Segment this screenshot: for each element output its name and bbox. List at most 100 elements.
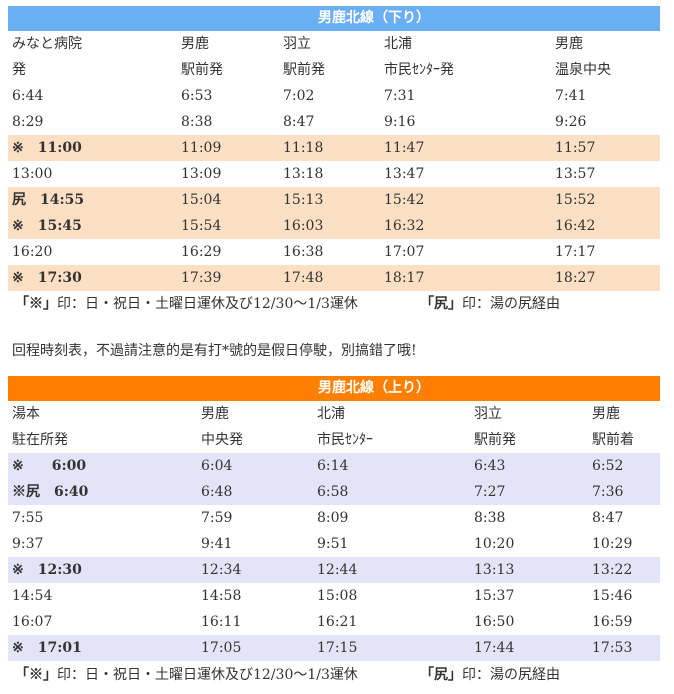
- departure-time-cell: 16:20: [12, 244, 53, 260]
- table-row: ※ 17:30 17:39 17:48 18:17 18:27: [8, 265, 660, 291]
- column-header: 男鹿: [555, 36, 583, 52]
- table-row: ※ 6:00 6:04 6:14 6:43 6:52: [8, 453, 660, 479]
- down-legend: 「※」印：日・祝日・土曜日運休及び12/30～1/3運休: [15, 293, 358, 313]
- column-header: 湯本: [12, 406, 40, 422]
- time-cell: 8:47: [283, 114, 315, 130]
- time-cell: 8:47: [592, 510, 624, 526]
- column-header: 中央発: [201, 432, 243, 448]
- table-row: 16:07 16:11 16:21 16:50 16:59: [8, 609, 660, 635]
- departure-time-cell: 8:29: [12, 114, 44, 130]
- column-header: 発: [12, 62, 26, 78]
- time-cell: 14:58: [201, 588, 242, 604]
- time-cell: 16:29: [181, 244, 222, 260]
- departure-time-cell: ※ 6:00: [12, 458, 87, 474]
- up-title: 男鹿北線（上り）: [318, 380, 430, 396]
- column-header: 男鹿: [592, 406, 620, 422]
- time-cell: 16:32: [384, 218, 425, 234]
- time-cell: 6:04: [201, 458, 233, 474]
- time-cell: 6:48: [201, 484, 233, 500]
- time-cell: 17:17: [555, 244, 596, 260]
- column-header: 駐在所発: [12, 432, 68, 448]
- table-row: ※ 12:30 12:34 12:44 13:13 13:22: [8, 557, 660, 583]
- departure-time-cell: 13:00: [12, 166, 53, 182]
- time-cell: 7:31: [384, 88, 416, 104]
- time-cell: 7:27: [474, 484, 506, 500]
- up-header-row-2: 駐在所発 中央発 市民ｾﾝﾀｰ 駅前発 駅前着: [8, 427, 660, 453]
- time-cell: 11:09: [181, 140, 222, 156]
- column-header: 駅前着: [592, 432, 634, 448]
- time-cell: 17:15: [317, 640, 358, 656]
- time-cell: 13:57: [555, 166, 596, 182]
- time-cell: 11:47: [384, 140, 425, 156]
- time-cell: 16:21: [317, 614, 358, 630]
- time-cell: 16:42: [555, 218, 596, 234]
- time-cell: 8:38: [181, 114, 213, 130]
- column-header: 駅前発: [181, 62, 223, 78]
- time-cell: 6:14: [317, 458, 349, 474]
- table-row: ※ 17:01 17:05 17:15 17:44 17:53: [8, 635, 660, 661]
- up-rows: ※ 6:00 6:04 6:14 6:43 6:52 ※尻 6:40 6:48 6:58 7:2…: [8, 453, 660, 661]
- time-cell: 17:05: [201, 640, 242, 656]
- time-cell: 6:58: [317, 484, 349, 500]
- legend-mark: 「※」: [15, 296, 57, 312]
- time-cell: 15:08: [317, 588, 358, 604]
- time-cell: 9:41: [201, 536, 233, 552]
- up-legend-2: 「尻」印：湯の尻経由: [420, 664, 560, 684]
- column-header: 羽立: [474, 406, 502, 422]
- time-cell: 6:52: [592, 458, 624, 474]
- down-title-bar: 男鹿北線（下り）: [8, 6, 660, 31]
- time-cell: 13:22: [592, 562, 633, 578]
- time-cell: 15:13: [283, 192, 324, 208]
- time-cell: 13:47: [384, 166, 425, 182]
- departure-time-cell: 尻 14:55: [12, 192, 85, 208]
- time-cell: 15:37: [474, 588, 515, 604]
- time-cell: 15:52: [555, 192, 596, 208]
- legend-text: 印：湯の尻経由: [462, 296, 560, 312]
- column-header: 市民ｾﾝﾀｰ発: [384, 62, 454, 78]
- table-row: 16:20 16:29 16:38 17:07 17:17: [8, 239, 660, 265]
- time-cell: 16:59: [592, 614, 633, 630]
- departure-time-cell: 6:44: [12, 88, 44, 104]
- column-header: 男鹿: [181, 36, 209, 52]
- time-cell: 16:03: [283, 218, 324, 234]
- legend-mark: 「尻」: [420, 296, 462, 312]
- down-legend-2: 「尻」印：湯の尻経由: [420, 293, 560, 313]
- time-cell: 16:11: [201, 614, 242, 630]
- time-cell: 15:46: [592, 588, 633, 604]
- legend-text: 印：日・祝日・土曜日運休及び12/30～1/3運休: [57, 296, 358, 312]
- time-cell: 15:42: [384, 192, 425, 208]
- time-cell: 12:44: [317, 562, 358, 578]
- column-header: 北浦: [384, 36, 412, 52]
- time-cell: 17:07: [384, 244, 425, 260]
- time-cell: 7:59: [201, 510, 233, 526]
- time-cell: 7:41: [555, 88, 587, 104]
- time-cell: 16:38: [283, 244, 324, 260]
- column-header: 羽立: [283, 36, 311, 52]
- time-cell: 9:16: [384, 114, 416, 130]
- column-header: 男鹿: [201, 406, 229, 422]
- table-row: ※尻 6:40 6:48 6:58 7:27 7:36: [8, 479, 660, 505]
- time-cell: 16:50: [474, 614, 515, 630]
- time-cell: 11:57: [555, 140, 596, 156]
- down-rows: 6:44 6:53 7:02 7:31 7:41 8:29 8:38 8:47 9:16 9:26…: [8, 83, 660, 291]
- column-header: 駅前発: [283, 62, 325, 78]
- column-header: みなと病院: [12, 36, 82, 52]
- table-row: ※ 15:45 15:54 16:03 16:32 16:42: [8, 213, 660, 239]
- up-header-row-1: 湯本 男鹿 北浦 羽立 男鹿: [8, 401, 660, 427]
- time-cell: 18:27: [555, 270, 596, 286]
- time-cell: 13:09: [181, 166, 222, 182]
- column-header: 北浦: [317, 406, 345, 422]
- departure-time-cell: ※ 12:30: [12, 562, 82, 578]
- return-message: 回程時刻表，不過請注意的是有打*號的是假日停駛，別搞錯了哦!: [12, 343, 417, 359]
- time-cell: 10:20: [474, 536, 515, 552]
- departure-time-cell: 14:54: [12, 588, 53, 604]
- column-header: 温泉中央: [555, 62, 611, 78]
- table-row: 13:00 13:09 13:18 13:47 13:57: [8, 161, 660, 187]
- time-cell: 17:39: [181, 270, 222, 286]
- departure-time-cell: 16:07: [12, 614, 53, 630]
- table-row: 9:37 9:41 9:51 10:20 10:29: [8, 531, 660, 557]
- time-cell: 17:48: [283, 270, 324, 286]
- down-timetable: 男鹿北線（下り） みなと病院 男鹿 羽立 北浦 男鹿 発 駅前発 駅前発 市民ｾ…: [8, 6, 660, 291]
- time-cell: 11:18: [283, 140, 324, 156]
- up-legend: 「※」印：日・祝日・土曜日運休及び12/30～1/3運休: [15, 664, 358, 684]
